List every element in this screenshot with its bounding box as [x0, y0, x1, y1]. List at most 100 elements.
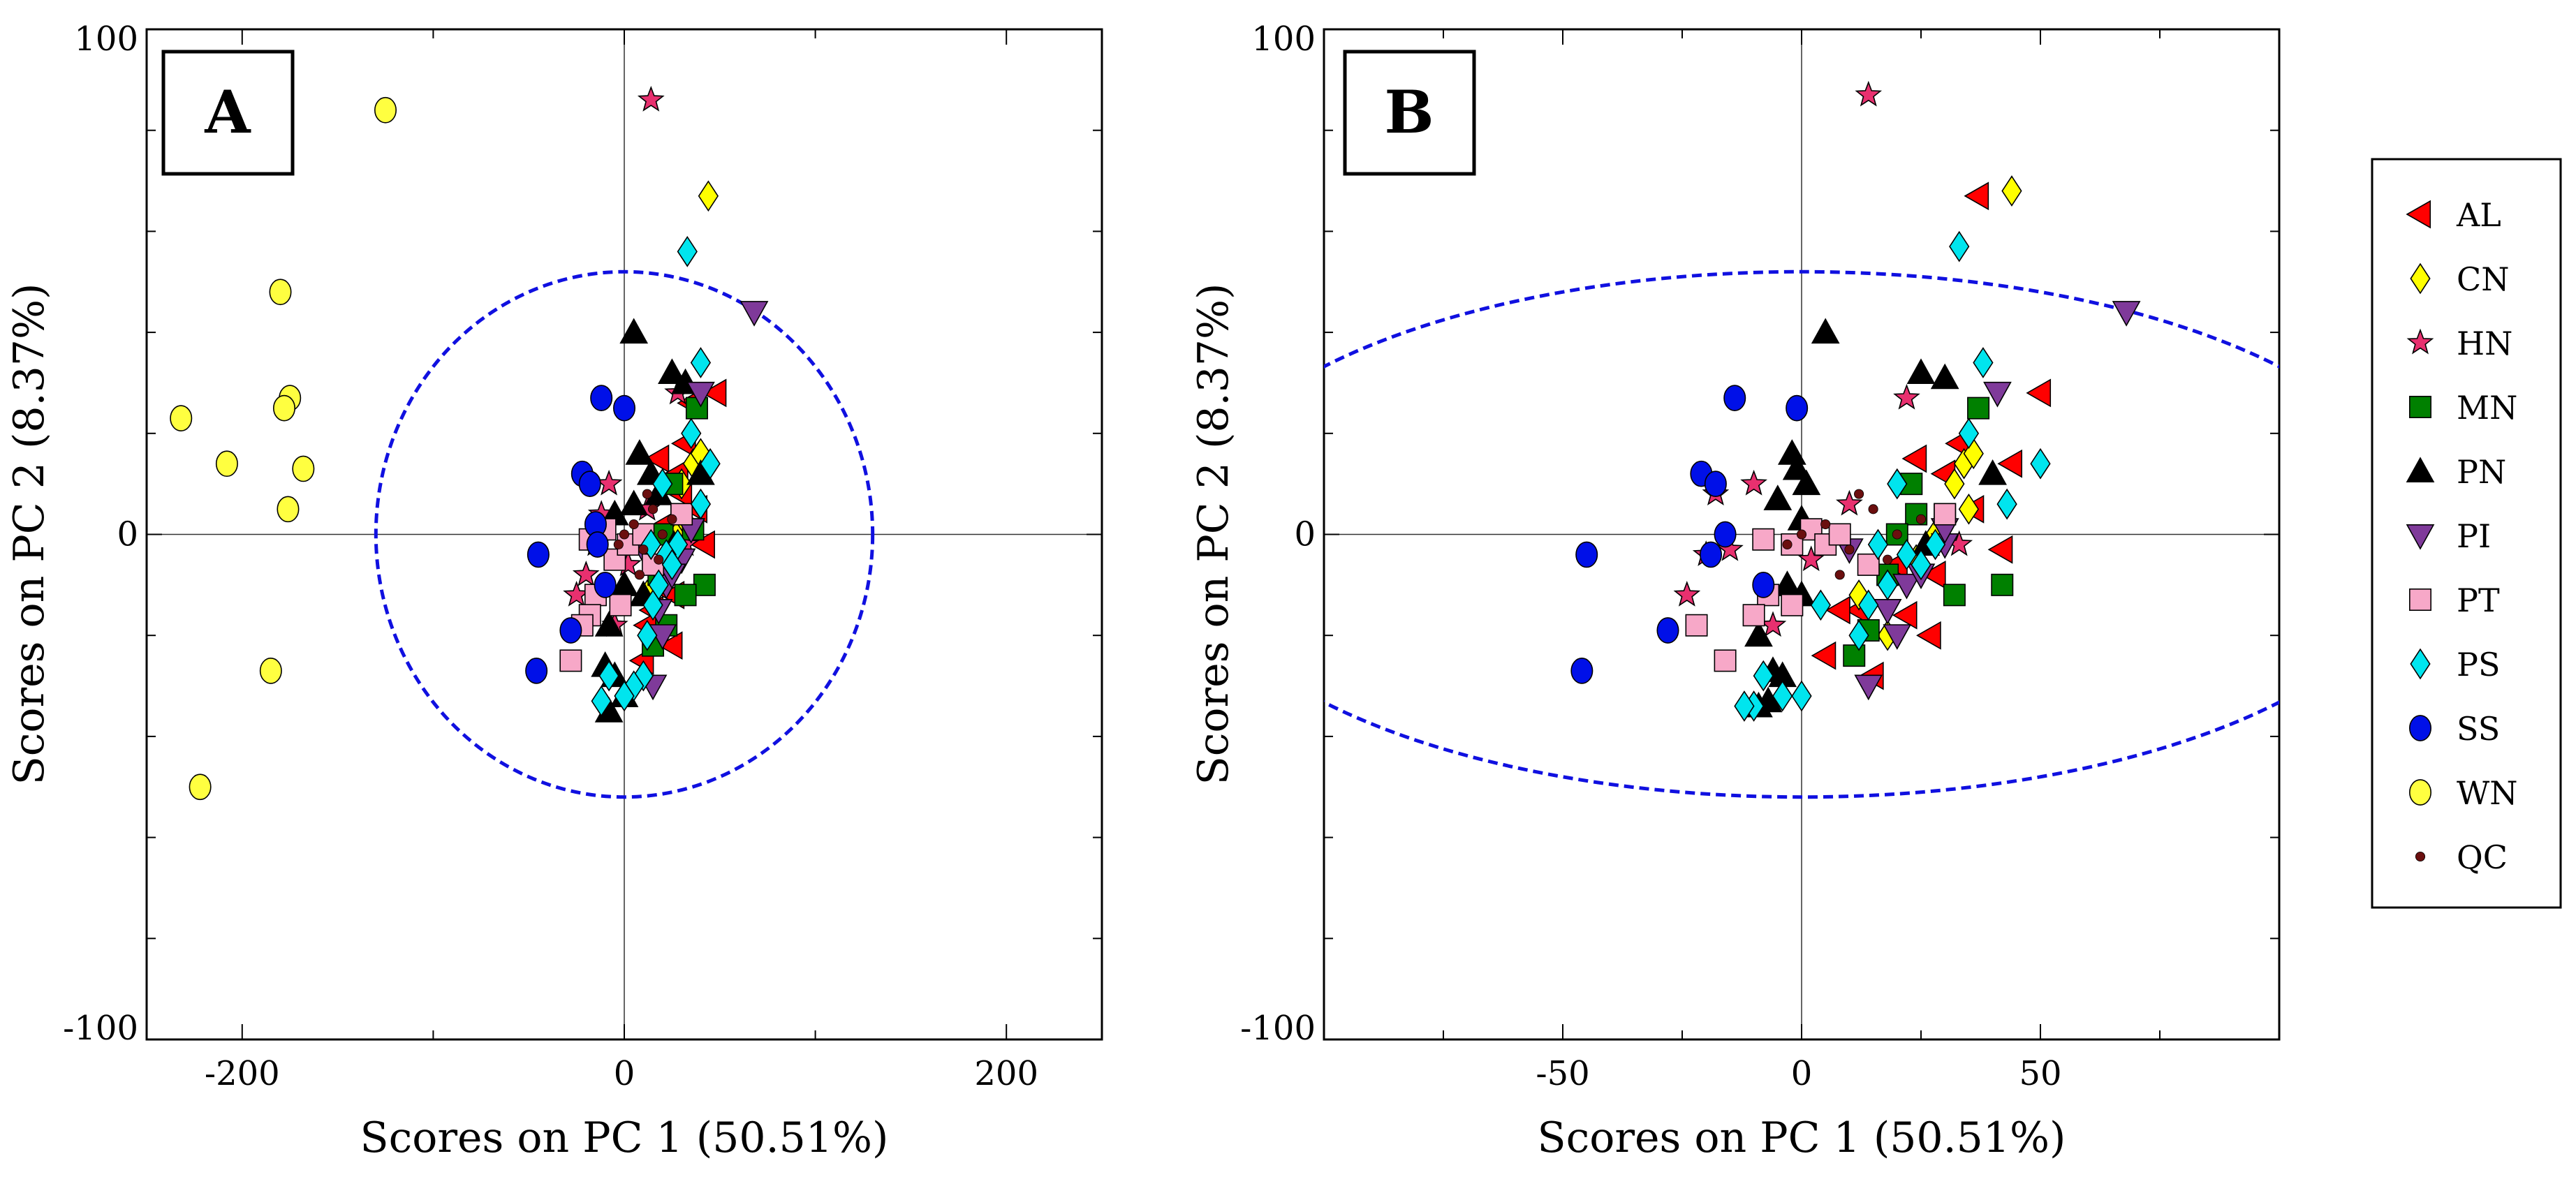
legend: AL CN HN MN PN PI PT PS SS WN QC [2371, 158, 2562, 909]
legend-marker-cn [2410, 262, 2431, 295]
panel-a-point-ss [586, 531, 609, 558]
panel-b-point-pt [1714, 649, 1737, 672]
panel-a-point-pn [594, 611, 624, 637]
panel-a-point-ps [690, 488, 712, 520]
panel-b-point-al [1987, 535, 2013, 564]
panel-a-label: A [204, 77, 251, 147]
panel-b-point-ps [1911, 549, 1931, 581]
panel-b-point-pi [1892, 573, 1921, 600]
panel-b-point-ps [1887, 468, 1908, 500]
panel-a-point-ps [677, 235, 698, 267]
panel-a-point-ps [614, 680, 635, 712]
panel-b-point-cn [1963, 438, 1984, 470]
panel-a-point-ps [624, 670, 645, 702]
panel-a-point-ps [690, 347, 712, 378]
panel-a-point-ps [642, 589, 663, 621]
panel-b-point-mn [1905, 503, 1928, 526]
panel-a-point-qc [647, 504, 658, 515]
panel-b-point-pn [1792, 469, 1821, 496]
panel-b-point-hn [1836, 489, 1863, 516]
panel-a-point-wn [292, 455, 315, 482]
panel-b-point-hn [1740, 469, 1767, 496]
panel-b-score-plot: -50 0 50 -100 0 100 B Scores on PC 1 (50.51%)… [1189, 20, 2281, 1162]
panel-b-point-ss [1723, 385, 1746, 412]
panel-a-point-pn [658, 358, 686, 384]
panel-b-point-hn [1673, 581, 1701, 607]
panel-a-y-axis-label: Scores on PC 2 (8.37%) [5, 283, 54, 785]
panel-b-point-mn [1943, 584, 1966, 607]
panel-a-point-qc [657, 529, 668, 540]
panel-b-x-tick-label: 0 [1791, 1054, 1813, 1093]
panel-a-point-cn [698, 180, 719, 212]
panel-a-point-ps [681, 417, 702, 450]
panel-b-point-pn [1906, 358, 1936, 384]
panel-b-point-ps [1867, 528, 1889, 561]
panel-b-data-points [1570, 80, 2141, 722]
panel-b-point-ps [1877, 569, 1898, 601]
panel-b-point-pn [1763, 484, 1793, 510]
panel-a-point-mn [693, 573, 716, 596]
panel-b-point-pi [2112, 301, 2141, 327]
panel-a-point-hn [572, 561, 600, 586]
panel-b-point-ps [2030, 447, 2051, 480]
panel-a-point-pi [739, 301, 769, 327]
panel-b-point-qc [1834, 570, 1845, 580]
panel-a-point-ss [594, 571, 617, 598]
panel-b-point-ps [1996, 488, 2017, 520]
panel-b-point-pt [1742, 604, 1765, 627]
panel-b-point-pi [1983, 381, 2012, 408]
panel-a-point-ps [661, 549, 683, 581]
panel-a-y-tick-label: 0 [117, 515, 138, 554]
panel-a-x-axis-label: Scores on PC 1 (50.51%) [360, 1113, 889, 1162]
panel-b-y-axis-label: Scores on PC 2 (8.37%) [1189, 283, 1238, 785]
panel-b-point-ps [1753, 660, 1774, 692]
panel-a-point-wn [374, 96, 397, 124]
panel-a-point-wn [189, 773, 212, 801]
panel-b-point-ps [1734, 690, 1755, 722]
panel-b-point-pt [1752, 528, 1775, 551]
panel-b-point-pn [1782, 454, 1811, 480]
panel-a-point-ss [578, 471, 601, 498]
legend-marker-qc [2415, 851, 2426, 862]
panel-b-point-ps [1858, 589, 1879, 621]
legend-label-pn: PN [2457, 453, 2506, 491]
panel-b-point-cn [1958, 493, 1980, 525]
panel-b-y-tick-label: 100 [1251, 20, 1316, 59]
panel-b-point-ss [1714, 521, 1737, 548]
panel-b-point-ps [1973, 347, 1994, 378]
panel-a-point-wn [215, 450, 238, 478]
panel-b-point-hn [1855, 80, 1883, 107]
panel-b-point-qc [1883, 554, 1893, 565]
panel-a-point-ps [591, 685, 612, 717]
panel-a-confidence-ellipse [374, 269, 875, 799]
panel-a-x-tick-label: -200 [205, 1054, 280, 1093]
panel-a-point-hn [637, 85, 665, 112]
panel-b-point-mn [1967, 397, 1990, 420]
panel-a-point-qc [654, 554, 664, 565]
panel-a-x-tick-label: 200 [974, 1054, 1038, 1093]
panel-b-point-al [1997, 449, 2023, 478]
legend-marker-pt [2409, 588, 2432, 611]
legend-label-al: AL [2456, 196, 2501, 234]
panel-b-point-pn [1811, 318, 1840, 344]
legend-label-cn: CN [2457, 260, 2509, 298]
panel-b-point-al [1920, 561, 1946, 589]
panel-a-point-qc [619, 529, 630, 540]
panel-b-ellipse-95-confidence [1324, 269, 2279, 799]
panel-b-point-pi [1854, 674, 1883, 701]
panel-b-point-al [1892, 600, 1918, 630]
panel-a-point-pt [609, 593, 632, 616]
panel-a-x-tick-label: 0 [614, 1054, 635, 1093]
panel-b-label: B [1385, 77, 1434, 147]
panel-b-point-ss [1570, 657, 1594, 684]
panel-b-point-pn [1978, 459, 2007, 485]
panel-a-score-plot: -200 0 200 -100 0 100 A Scores on PC 1 (50.51… [5, 20, 1103, 1162]
legend-label-pi: PI [2457, 517, 2491, 555]
panel-b-point-ps [1810, 589, 1831, 621]
panel-b-point-ss [1704, 471, 1727, 498]
panel-b-point-ss [1700, 541, 1723, 568]
panel-b-x-tick-label: -50 [1536, 1054, 1589, 1093]
panel-b-point-ps [1958, 417, 1980, 450]
panel-a-point-al [657, 631, 683, 660]
